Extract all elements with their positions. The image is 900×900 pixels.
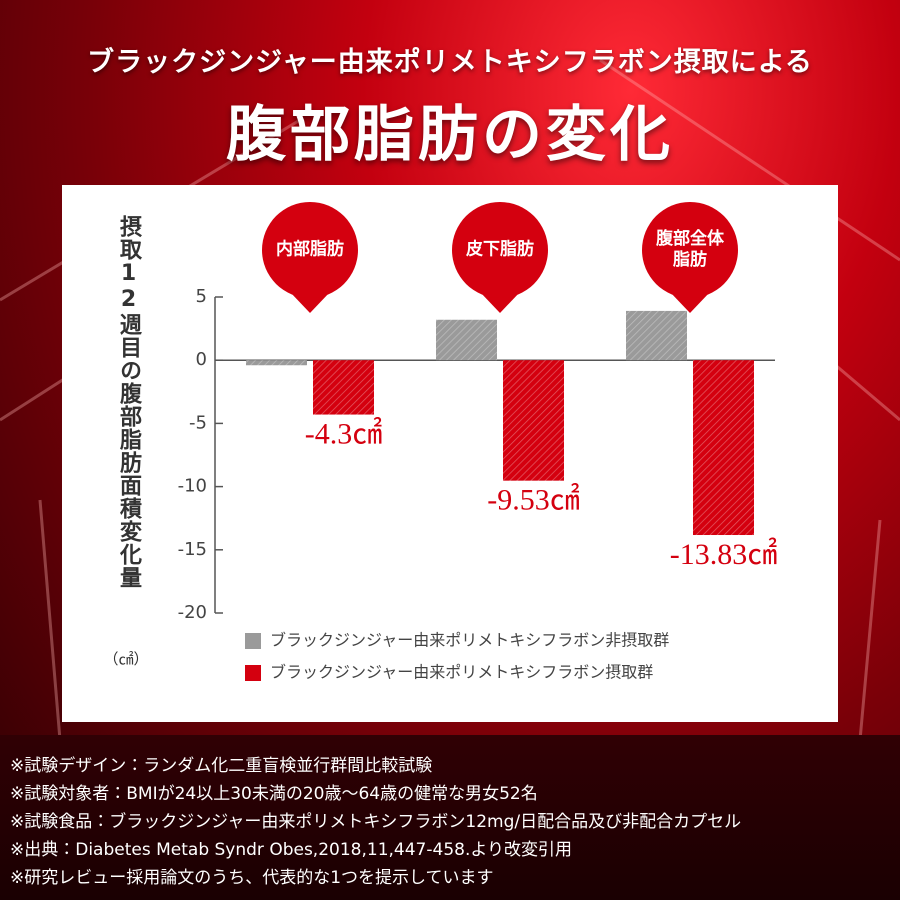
y-tick-label: 0 <box>196 349 207 370</box>
legend-swatch <box>245 665 261 681</box>
category-label: 皮下脂肪 <box>466 239 534 260</box>
y-axis-unit: （㎠） <box>103 650 149 668</box>
title: 腹部脂肪の変化 <box>226 100 674 170</box>
y-tick-label: 5 <box>196 286 207 307</box>
legend-label: ブラックジンジャー由来ポリメトキシフラボン摂取群 <box>270 663 653 682</box>
y-axis-label: 摂取12週目の腹部脂肪面積変化量 <box>116 215 141 589</box>
category-label: 内部脂肪 <box>276 239 344 260</box>
category-bubble <box>642 202 738 298</box>
bar <box>693 360 754 536</box>
notes: ※試験デザイン：ランダム化二重盲検並行群間比較試験 ※試験対象者：BMIが24以上… <box>0 735 900 900</box>
legend-label: ブラックジンジャー由来ポリメトキシフラボン非摂取群 <box>270 631 669 650</box>
subtitle: ブラックジンジャー由来ポリメトキシフラボン摂取による <box>87 47 813 78</box>
y-tick-label: -10 <box>178 476 207 497</box>
note: ※試験デザイン：ランダム化二重盲検並行群間比較試験 <box>10 756 433 776</box>
bar <box>246 360 307 366</box>
note: ※試験食品：ブラックジンジャー由来ポリメトキシフラボン12mg/日配合品及び非配… <box>10 812 742 832</box>
category-bubble <box>480 292 520 313</box>
y-tick-label: -20 <box>178 602 207 623</box>
legend-swatch <box>245 633 261 649</box>
bar <box>313 360 374 415</box>
value-label: -9.53㎠ <box>487 484 580 517</box>
category-bubble <box>452 202 548 298</box>
background-streaks <box>0 58 900 740</box>
value-label: -13.83㎠ <box>670 538 778 571</box>
note: ※試験対象者：BMIが24以上30未満の20歳～64歳の健常な男女52名 <box>10 784 538 804</box>
y-tick-label: -5 <box>189 412 207 433</box>
category-label: 腹部全体 脂肪 <box>656 228 724 270</box>
bar <box>626 310 687 361</box>
y-tick-label: -15 <box>178 539 207 560</box>
category-bubble <box>290 292 330 313</box>
bar <box>503 360 564 481</box>
note: ※研究レビュー採用論文のうち、代表的な1つを提示しています <box>10 868 494 888</box>
chart: 5 0 -5 -10 -15 -20 -4.3㎠ -9.53㎠ -13.83㎠ブラックジンジャー… <box>178 202 778 682</box>
note: ※出典：Diabetes Metab Syndr Obes,2018,11,44… <box>10 840 573 860</box>
category-bubble <box>670 292 710 313</box>
bar <box>436 319 497 361</box>
category-bubble <box>262 202 358 298</box>
value-label: -4.3㎠ <box>305 417 383 450</box>
